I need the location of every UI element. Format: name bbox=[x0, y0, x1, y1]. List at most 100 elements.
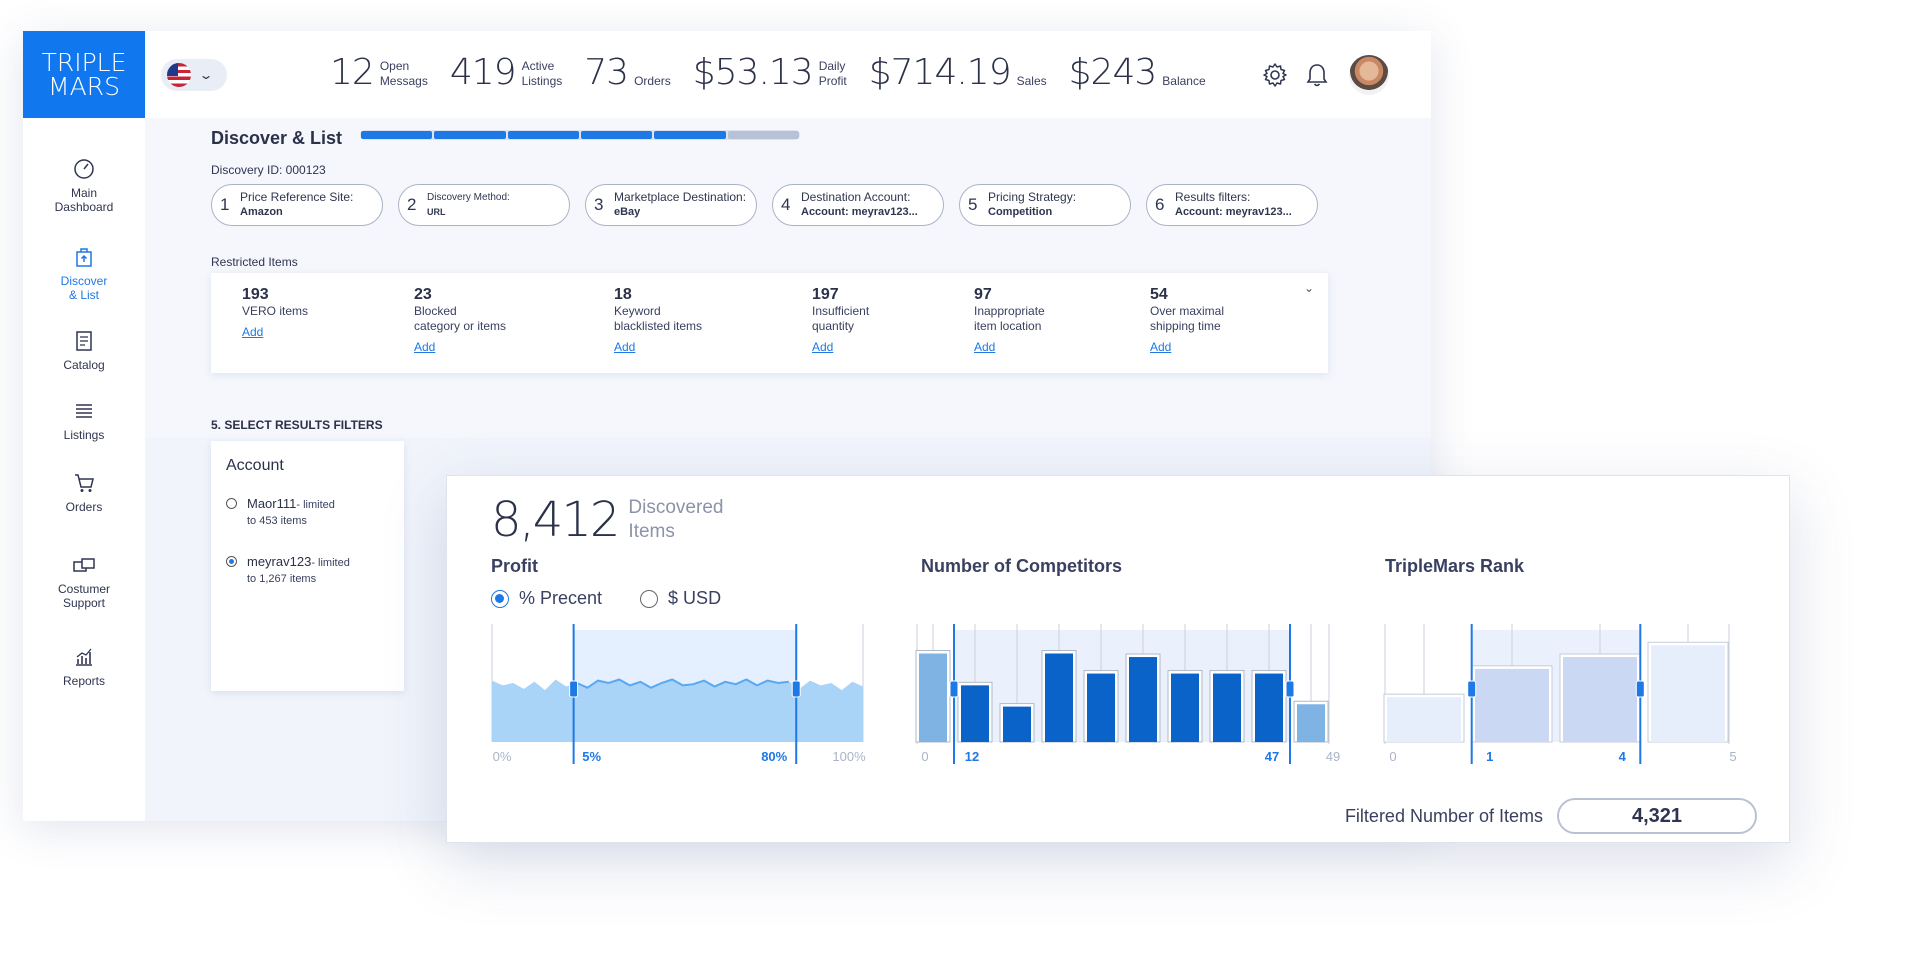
stat-label: Sales bbox=[1016, 74, 1047, 88]
country-selector[interactable]: ⌄ bbox=[161, 59, 227, 91]
step-title: Destination Account: bbox=[801, 190, 911, 204]
bar bbox=[1255, 673, 1283, 742]
add-link[interactable]: Add bbox=[614, 340, 636, 354]
step-title: Price Reference Site: bbox=[240, 190, 354, 204]
option-label: % Precent bbox=[519, 588, 603, 608]
bar bbox=[1563, 657, 1637, 742]
filtered-count: 4,321 bbox=[1557, 798, 1757, 834]
cart-icon bbox=[75, 474, 94, 492]
range-handle-min bbox=[1467, 680, 1477, 698]
sidebar-item-catalog[interactable]: Catalog bbox=[23, 330, 145, 372]
stat-label: Orders bbox=[634, 74, 671, 88]
bar bbox=[919, 653, 947, 742]
restricted-count: 18 bbox=[614, 286, 632, 303]
option-percent[interactable]: % Precent bbox=[491, 588, 602, 609]
step-discovery-method[interactable]: 2 Discovery Method: URL bbox=[398, 184, 570, 226]
step-number: 4 bbox=[781, 195, 791, 214]
sidebar-item-main-dashboard[interactable]: Main Dashboard bbox=[23, 158, 145, 214]
account-filter-card: Account Maor111- limited to 453 items mey… bbox=[211, 441, 404, 691]
bar bbox=[1045, 653, 1073, 742]
sidebar-item-listings[interactable]: Listings bbox=[23, 400, 145, 442]
profit-chart[interactable]: 0% 5% 80% 100% bbox=[487, 624, 867, 774]
option-usd[interactable]: $ USD bbox=[640, 588, 721, 609]
account-option-meyrav123[interactable]: meyrav123- limited to 1,267 items bbox=[226, 554, 350, 587]
stat-label: Balance bbox=[1162, 74, 1206, 88]
restricted-desc: category or items bbox=[414, 319, 507, 333]
discovered-label: Discovered bbox=[628, 497, 724, 518]
bell-icon[interactable] bbox=[1303, 61, 1331, 89]
restricted-item: 97 Inappropriate item location Add bbox=[974, 287, 1045, 355]
add-link[interactable]: Add bbox=[414, 340, 436, 354]
radio-button[interactable] bbox=[226, 556, 237, 567]
restricted-item: 197 Insufficient quantity Add bbox=[812, 287, 869, 355]
competitors-title: Number of Competitors bbox=[921, 556, 1123, 576]
rank-chart[interactable]: 0 1 4 5 bbox=[1383, 624, 1763, 774]
rank-title: TripleMars Rank bbox=[1385, 556, 1525, 576]
sidebar-item-orders[interactable]: Orders bbox=[23, 472, 145, 514]
stat-orders[interactable]: 73 Orders bbox=[584, 53, 671, 93]
stat-active-listings[interactable]: 419 Active Listings bbox=[450, 53, 562, 93]
filters-section-label: 5. SELECT RESULTS FILTERS bbox=[211, 418, 383, 432]
restricted-desc: Keyword bbox=[614, 304, 661, 318]
step-destination-account[interactable]: 4 Destination Account: Account: meyrav123… bbox=[772, 184, 944, 226]
x-tick-label: 5 bbox=[1729, 749, 1736, 764]
restricted-item: 54 Over maximal shipping time Add bbox=[1150, 287, 1224, 355]
bar bbox=[1087, 673, 1115, 742]
restricted-count: 193 bbox=[242, 286, 269, 303]
add-link[interactable]: Add bbox=[242, 325, 264, 339]
chevron-down-icon[interactable]: ⌄ bbox=[1303, 281, 1314, 295]
stat-daily-profit[interactable]: $53.13 Daily Profit bbox=[693, 53, 847, 93]
triplemars-logo[interactable]: TRIPLE MARS bbox=[23, 31, 145, 118]
filtered-items: Filtered Number of Items 4,321 bbox=[1345, 798, 1757, 834]
stat-label: Open Messags bbox=[379, 59, 428, 88]
account-option-maor111[interactable]: Maor111- limited to 453 items bbox=[226, 496, 335, 529]
stat-value: $53.13 bbox=[692, 52, 814, 93]
stats-bar: 12 Open Messags 419 Active Listings 73 Ord… bbox=[330, 53, 1206, 93]
restricted-desc: quantity bbox=[812, 319, 855, 333]
bar bbox=[1129, 657, 1157, 742]
add-link[interactable]: Add bbox=[974, 340, 996, 354]
restricted-desc: VERO items bbox=[242, 304, 309, 318]
sidebar-item-label: Catalog bbox=[63, 358, 105, 372]
radio-button[interactable] bbox=[226, 498, 237, 509]
support-icon bbox=[73, 558, 95, 572]
stat-value: 12 bbox=[330, 52, 375, 93]
step-value: Account: meyrav123... bbox=[801, 206, 918, 218]
x-tick-label: 0% bbox=[493, 749, 512, 764]
radio-button[interactable] bbox=[491, 589, 509, 608]
range-handle-max bbox=[791, 680, 801, 698]
stat-open-messages[interactable]: 12 Open Messags bbox=[330, 53, 428, 93]
avatar[interactable] bbox=[1349, 55, 1389, 95]
step-marketplace-destination[interactable]: 3 Marketplace Destination: eBay bbox=[585, 184, 757, 226]
bar bbox=[961, 685, 989, 742]
profit-area bbox=[492, 679, 863, 742]
stat-sales[interactable]: $714.19 Sales bbox=[869, 53, 1047, 93]
discovery-id: Discovery ID: 000123 bbox=[211, 163, 326, 177]
step-pricing-strategy[interactable]: 5 Pricing Strategy: Competition bbox=[959, 184, 1131, 226]
step-results-filters[interactable]: 6 Results filters: Account: meyrav123... bbox=[1146, 184, 1318, 226]
restricted-count: 23 bbox=[414, 286, 432, 303]
sidebar-item-discover-list[interactable]: Discover & List bbox=[23, 246, 145, 302]
gear-icon[interactable] bbox=[1261, 61, 1289, 89]
chevron-down-icon: ⌄ bbox=[198, 68, 214, 82]
x-tick-label: 12 bbox=[965, 749, 979, 764]
step-value: eBay bbox=[614, 206, 641, 218]
sidebar-item-label: Support bbox=[62, 596, 106, 610]
option-label: $ USD bbox=[668, 588, 722, 608]
sidebar-item-label: Discover bbox=[60, 274, 108, 288]
range-handle-max bbox=[1285, 680, 1295, 698]
sidebar-item-label: Orders bbox=[65, 500, 103, 514]
sidebar-item-costumer-support[interactable]: Costumer Support bbox=[23, 556, 145, 610]
list-icon bbox=[76, 404, 92, 418]
stat-balance[interactable]: $243 Balance bbox=[1069, 53, 1206, 93]
competitors-chart[interactable]: 0 12 47 49 bbox=[915, 624, 1345, 774]
add-link[interactable]: Add bbox=[1150, 340, 1172, 354]
sidebar-item-reports[interactable]: Reports bbox=[23, 646, 145, 688]
discovered-label: Items bbox=[628, 521, 675, 542]
radio-button[interactable] bbox=[640, 589, 659, 608]
restricted-count: 97 bbox=[974, 286, 992, 303]
flag-us-icon bbox=[167, 63, 191, 87]
add-link[interactable]: Add bbox=[812, 340, 834, 354]
step-price-reference[interactable]: 1 Price Reference Site: Amazon bbox=[211, 184, 383, 226]
range-handle-min bbox=[569, 680, 579, 698]
